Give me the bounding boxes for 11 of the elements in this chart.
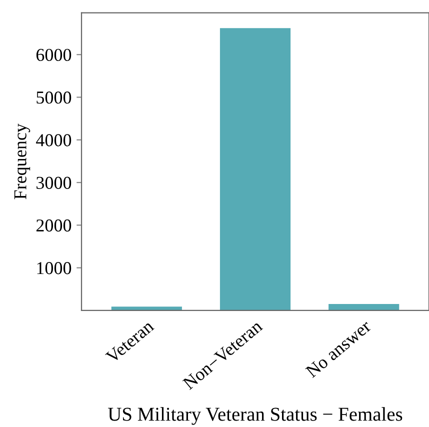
y-tick-label: 6000: [36, 48, 72, 62]
bar: [328, 304, 400, 310]
bar: [220, 28, 291, 310]
x-axis-title: US Military Veteran Status − Females: [108, 407, 402, 425]
y-tick-label: 5000: [36, 91, 72, 104]
y-tick-label: 3000: [36, 176, 72, 189]
bar: [111, 306, 182, 310]
y-tick-label: 2000: [36, 219, 72, 232]
y-tick-label: 4000: [36, 134, 72, 146]
y-axis-title: Frequency: [14, 124, 30, 200]
y-tick-label: 1000: [37, 262, 72, 274]
